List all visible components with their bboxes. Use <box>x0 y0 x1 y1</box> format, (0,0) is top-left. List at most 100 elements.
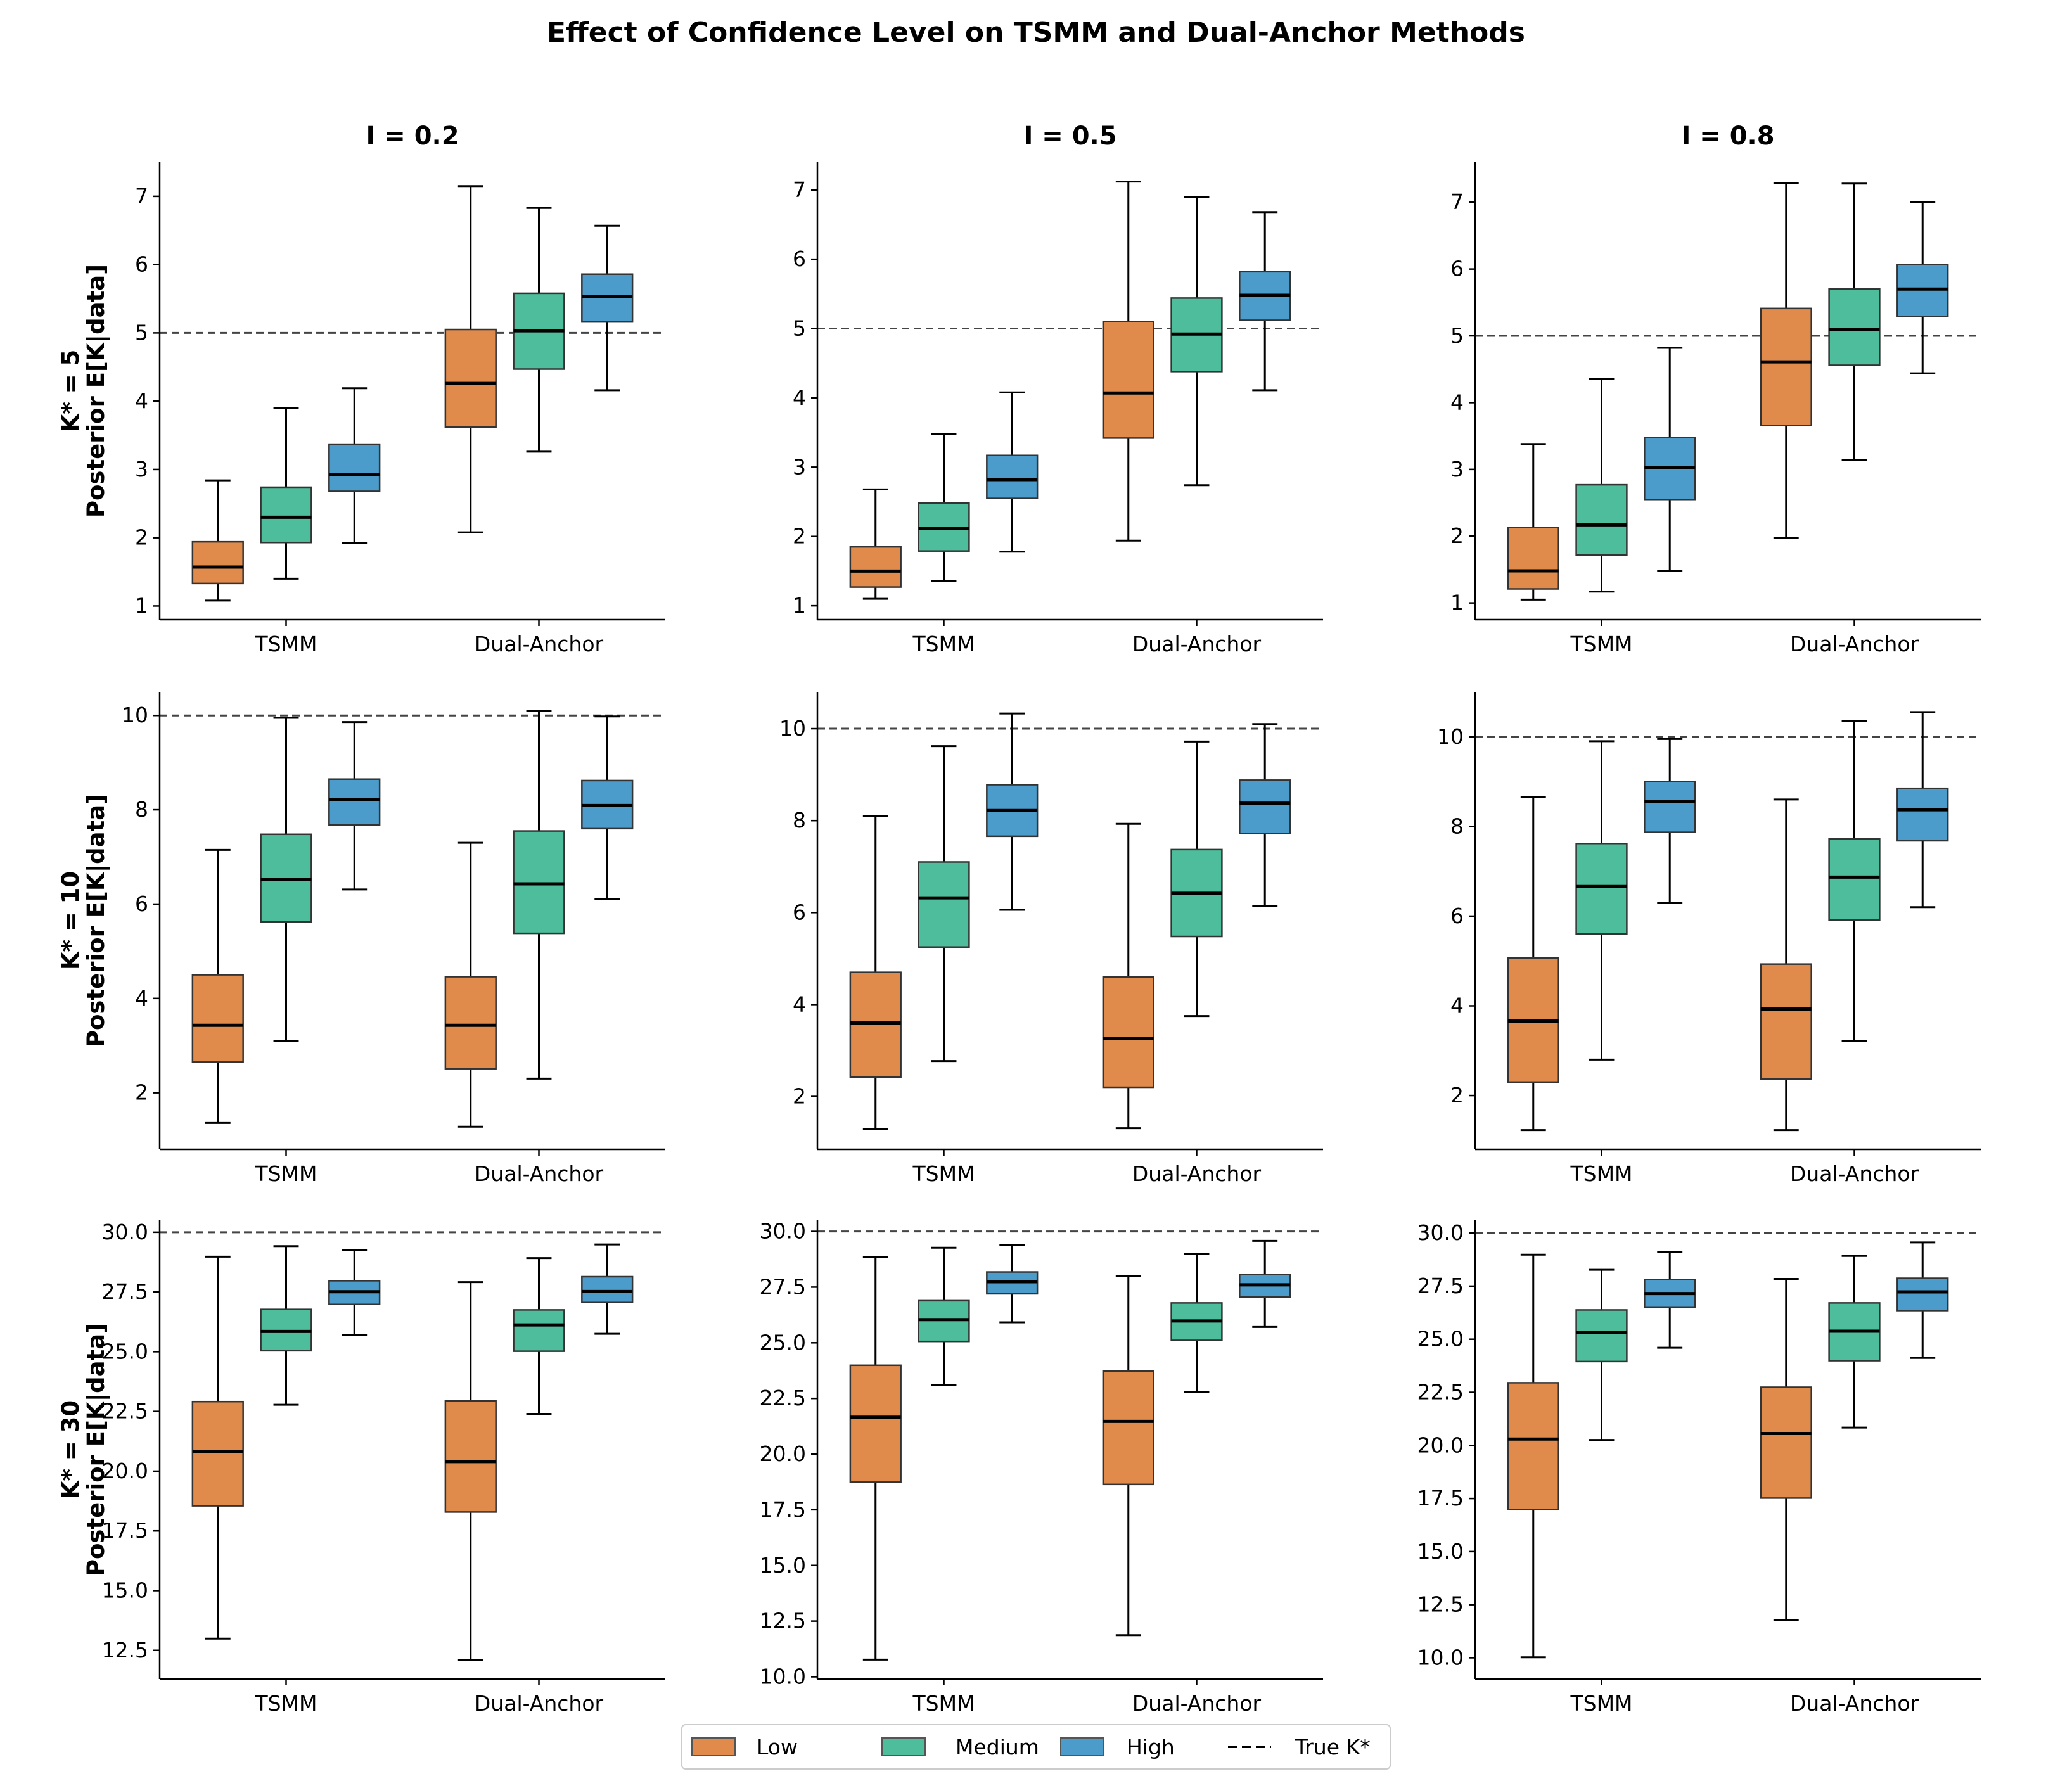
box-iqr <box>918 861 970 948</box>
box-dual-anchor-low <box>444 185 497 533</box>
y-tick-label: 2 <box>1450 523 1464 548</box>
box-tsmm-medium <box>1575 1268 1628 1441</box>
legend-frame <box>681 1724 1391 1770</box>
box-dual-anchor-high <box>581 1243 634 1335</box>
box-dual-anchor-medium <box>1170 196 1223 487</box>
box-iqr <box>1102 976 1154 1089</box>
row-label-axis-title: Posterior E[K|data] <box>82 794 110 1047</box>
box-dual-anchor-high <box>581 715 634 901</box>
box-tsmm-medium <box>918 433 970 582</box>
y-tick-label: 30.0 <box>1417 1220 1464 1245</box>
panel-1-1: 2 4 6 8 10 TSMM Dual-Anchor <box>779 692 1323 1186</box>
y-tick-label: 4 <box>1450 993 1464 1018</box>
box-dual-anchor-low <box>1760 798 1812 1132</box>
x-tick-label-dual-anchor: Dual-Anchor <box>1132 632 1262 656</box>
box-iqr <box>1760 307 1812 426</box>
box-tsmm-low <box>849 1256 902 1661</box>
box-iqr <box>1102 1370 1154 1486</box>
y-tick-label: 25.0 <box>760 1330 806 1355</box>
x-tick-label-dual-anchor: Dual-Anchor <box>475 1161 604 1186</box>
box-dual-anchor-medium <box>1828 1255 1881 1429</box>
y-tick-label: 25.0 <box>1417 1327 1464 1351</box>
x-tick-label-tsmm: TSMM <box>254 1691 317 1716</box>
box-iqr <box>513 1309 565 1352</box>
x-tick-label-dual-anchor: Dual-Anchor <box>475 632 604 656</box>
box-tsmm-high <box>986 1244 1039 1324</box>
y-tick-label: 2 <box>793 524 806 549</box>
box-iqr <box>1507 527 1559 590</box>
y-tick-label: 3 <box>793 454 806 479</box>
box-iqr <box>328 778 381 826</box>
x-tick-label-tsmm: TSMM <box>1570 1691 1632 1716</box>
box-iqr <box>1896 787 1949 842</box>
x-tick-label-tsmm: TSMM <box>254 1161 317 1186</box>
box-tsmm-medium <box>918 1246 970 1386</box>
panel-2-1: 10.0 12.5 15.0 17.5 20.0 22.5 25.0 27.5 30.0 TSMM… <box>760 1219 1323 1716</box>
y-tick-label: 10 <box>779 716 806 741</box>
box-iqr <box>1828 288 1881 366</box>
y-tick-label: 8 <box>1450 814 1464 838</box>
y-tick-label: 2 <box>793 1084 806 1109</box>
box-iqr <box>1102 321 1154 439</box>
box-tsmm-high <box>328 1249 381 1336</box>
box-iqr <box>1239 779 1291 834</box>
row-label-axis-title: Posterior E[K|data] <box>82 1323 110 1576</box>
box-dual-anchor-high <box>1239 211 1291 392</box>
box-iqr <box>1575 483 1628 556</box>
box-iqr <box>328 443 381 492</box>
y-tick-label: 27.5 <box>1417 1274 1464 1298</box>
box-tsmm-high <box>328 387 381 544</box>
x-tick-label-tsmm: TSMM <box>912 1691 975 1716</box>
row-label-k-star: K* = 30 <box>57 1400 84 1499</box>
box-dual-anchor-medium <box>513 710 565 1080</box>
box-iqr <box>444 976 497 1070</box>
box-tsmm-high <box>1644 347 1696 572</box>
box-iqr <box>513 830 565 935</box>
y-tick-label: 1 <box>793 593 806 618</box>
box-dual-anchor-high <box>1896 711 1949 909</box>
box-iqr <box>849 546 902 588</box>
y-tick-label: 6 <box>135 891 148 916</box>
y-tick-label: 3 <box>1450 457 1464 482</box>
box-dual-anchor-low <box>1102 822 1154 1130</box>
y-tick-label: 1 <box>1450 591 1464 615</box>
box-tsmm-low <box>1507 796 1559 1132</box>
y-tick-label: 15.0 <box>1417 1539 1464 1564</box>
y-tick-label: 2 <box>1450 1083 1464 1108</box>
y-tick-label: 20.0 <box>102 1459 148 1483</box>
box-tsmm-medium <box>260 717 312 1042</box>
box-iqr <box>1896 1277 1949 1312</box>
box-dual-anchor-medium <box>1170 740 1223 1018</box>
box-iqr <box>191 974 244 1063</box>
y-tick-label: 6 <box>793 246 806 271</box>
figure-title: Effect of Confidence Level on TSMM and D… <box>547 16 1525 49</box>
y-tick-label: 4 <box>793 992 806 1016</box>
box-tsmm-low <box>191 1255 244 1640</box>
box-tsmm-low <box>191 479 244 602</box>
box-tsmm-medium <box>260 407 312 580</box>
box-dual-anchor-medium <box>513 1257 565 1415</box>
box-tsmm-low <box>191 848 244 1124</box>
y-tick-label: 5 <box>1450 323 1464 348</box>
legend: Low Medium High True K* <box>681 1724 1391 1770</box>
box-tsmm-high <box>986 391 1039 553</box>
x-tick-label-dual-anchor: Dual-Anchor <box>1132 1161 1262 1186</box>
y-tick-label: 5 <box>793 316 806 341</box>
box-tsmm-high <box>328 721 381 891</box>
y-tick-label: 30.0 <box>102 1220 148 1244</box>
legend-label-low: Low <box>757 1735 798 1759</box>
y-tick-label: 7 <box>793 177 806 202</box>
legend-swatch-medium <box>881 1737 926 1756</box>
y-tick-label: 6 <box>793 900 806 924</box>
box-tsmm-high <box>1644 738 1696 904</box>
x-tick-label-dual-anchor: Dual-Anchor <box>1790 632 1919 656</box>
box-iqr <box>1760 1386 1812 1499</box>
box-dual-anchor-low <box>1760 1278 1812 1621</box>
row-label-axis-title: Posterior E[K|data] <box>82 264 110 518</box>
y-tick-label: 17.5 <box>102 1518 148 1543</box>
box-dual-anchor-high <box>1239 1239 1291 1328</box>
x-tick-label-dual-anchor: Dual-Anchor <box>475 1691 604 1716</box>
